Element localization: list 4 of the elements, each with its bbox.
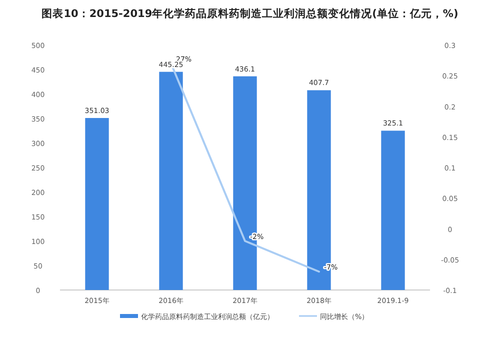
bar [159, 72, 183, 290]
bar [381, 130, 405, 290]
bar [85, 118, 109, 290]
chart-title: 图表10：2015-2019年化学药品原料药制造工业利润总额变化情况(单位：亿元，%) [42, 7, 458, 20]
